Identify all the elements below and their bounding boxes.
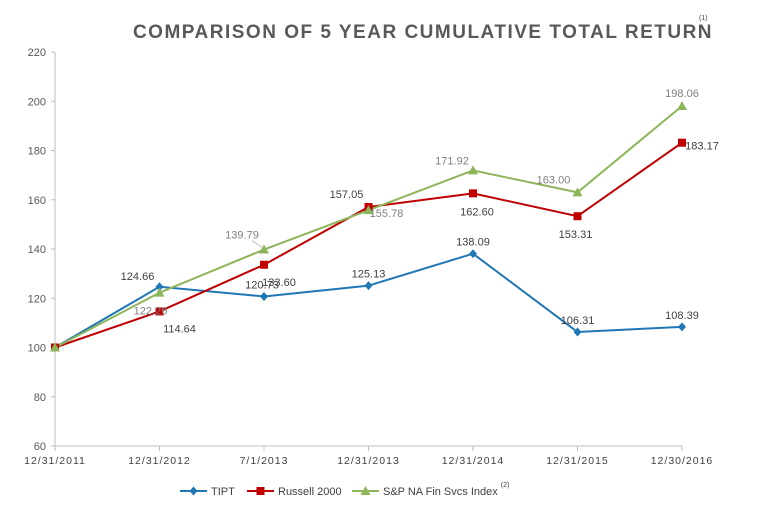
y-tick-label: 220 — [28, 47, 46, 59]
series-2-point — [468, 165, 478, 175]
series-1-point — [678, 138, 686, 147]
data-label: 155.78 — [370, 208, 404, 220]
series-0-point — [469, 249, 477, 259]
x-tick-label: 12/31/2012 — [128, 455, 191, 467]
legend: TIPT Russell 2000 S&P NA Fin Svcs Index(2) — [180, 482, 509, 498]
x-tick-label: 12/30/2016 — [651, 455, 714, 467]
y-tick-label: 60 — [34, 441, 46, 453]
label-leader-line — [251, 240, 263, 248]
series-1-point — [155, 307, 164, 316]
series-2-point — [259, 244, 269, 254]
y-tick-label: 200 — [28, 96, 46, 108]
legend-label: Russell 2000 — [278, 486, 342, 498]
data-label: 163.00 — [537, 174, 571, 186]
series-0-point — [678, 322, 686, 332]
legend-label: TIPT — [211, 486, 235, 498]
data-label: 108.39 — [665, 310, 699, 322]
data-label: 157.05 — [330, 189, 364, 201]
series-2-point — [677, 101, 687, 111]
x-tick-label: 7/1/2013 — [240, 455, 289, 467]
data-label: 124.66 — [121, 271, 155, 283]
data-label: 198.06 — [665, 88, 699, 100]
data-label: 125.13 — [352, 269, 386, 281]
data-label: 106.31 — [561, 315, 595, 327]
series-2-point — [154, 287, 165, 297]
y-tick-label: 120 — [28, 293, 46, 305]
chart-title: COMPARISON OF 5 YEAR CUMULATIVE TOTAL RE… — [133, 22, 713, 43]
chart-title-note: (1) — [699, 15, 708, 22]
series-2-point — [363, 205, 374, 215]
data-label: 138.09 — [456, 237, 490, 249]
axes: 60 80 100 120 140 160 180 200 220 12/31/2011 12/31… — [24, 47, 714, 467]
series-1-point — [573, 212, 582, 221]
series-0-point — [155, 282, 164, 292]
series-2-point — [50, 342, 60, 352]
legend-marker-2 — [360, 486, 371, 495]
y-tick-label: 180 — [28, 146, 46, 158]
legend-marker-1 — [256, 487, 265, 495]
data-label: 183.17 — [685, 141, 719, 153]
series-1-point — [469, 189, 477, 198]
y-tick-label: 80 — [34, 392, 46, 404]
data-label: 133.60 — [262, 277, 296, 289]
data-label: 122.26 — [134, 306, 168, 318]
data-labels-layer: 124.66 120.73 125.13 138.09 106.31 108.39 114.… — [121, 88, 719, 335]
data-label: 171.92 — [435, 155, 469, 167]
legend-label-note: (2) — [501, 482, 510, 489]
legend-marker-0 — [189, 486, 198, 496]
y-tick-label: 160 — [28, 195, 46, 207]
y-tick-label: 100 — [28, 343, 46, 355]
data-label: 114.64 — [163, 323, 196, 335]
x-tick-label: 12/31/2015 — [546, 455, 609, 467]
data-label: 120.73 — [245, 279, 279, 291]
series-1-point — [260, 260, 268, 269]
data-label: 162.60 — [460, 206, 494, 218]
series-0-point — [364, 281, 373, 291]
x-tick-label: 12/31/2013 — [337, 455, 400, 467]
series-layer — [50, 101, 687, 352]
x-tick-label: 12/31/2011 — [24, 455, 86, 467]
series-2-point — [572, 187, 583, 197]
series-0-point — [573, 327, 582, 337]
data-label: 153.31 — [559, 229, 593, 241]
data-label: 139.79 — [225, 230, 259, 242]
x-tick-label: 12/31/2014 — [442, 455, 505, 467]
series-0-point — [260, 291, 268, 301]
legend-label: S&P NA Fin Svcs Index — [383, 486, 498, 498]
y-tick-label: 140 — [28, 244, 46, 256]
